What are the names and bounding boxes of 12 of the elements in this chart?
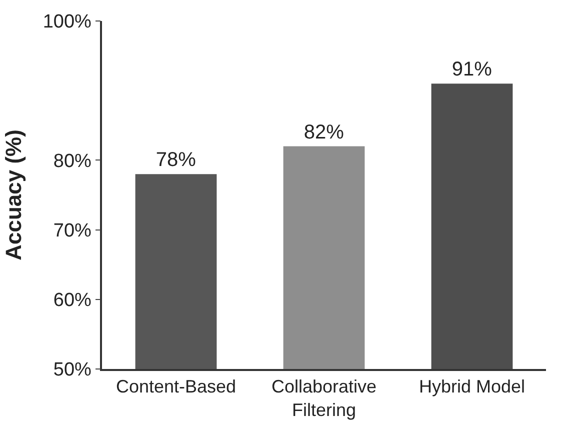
x-tick-label: Collaborative Filtering: [271, 376, 377, 420]
x-tick-label: Content-Based: [116, 376, 236, 396]
y-tick-label: 100%: [42, 12, 92, 33]
y-axis-title: Accuacy (%): [1, 130, 26, 260]
x-tick-label: Hybrid Model: [418, 376, 526, 396]
y-tick-label: 70%: [53, 220, 92, 242]
y-tick-label: 80%: [53, 150, 92, 172]
y-tick-label: 50%: [53, 360, 92, 381]
data-label: 78%: [156, 149, 196, 172]
data-label: 91%: [452, 58, 492, 81]
y-tick-label: 60%: [53, 290, 92, 312]
data-label: 82%: [304, 121, 344, 144]
